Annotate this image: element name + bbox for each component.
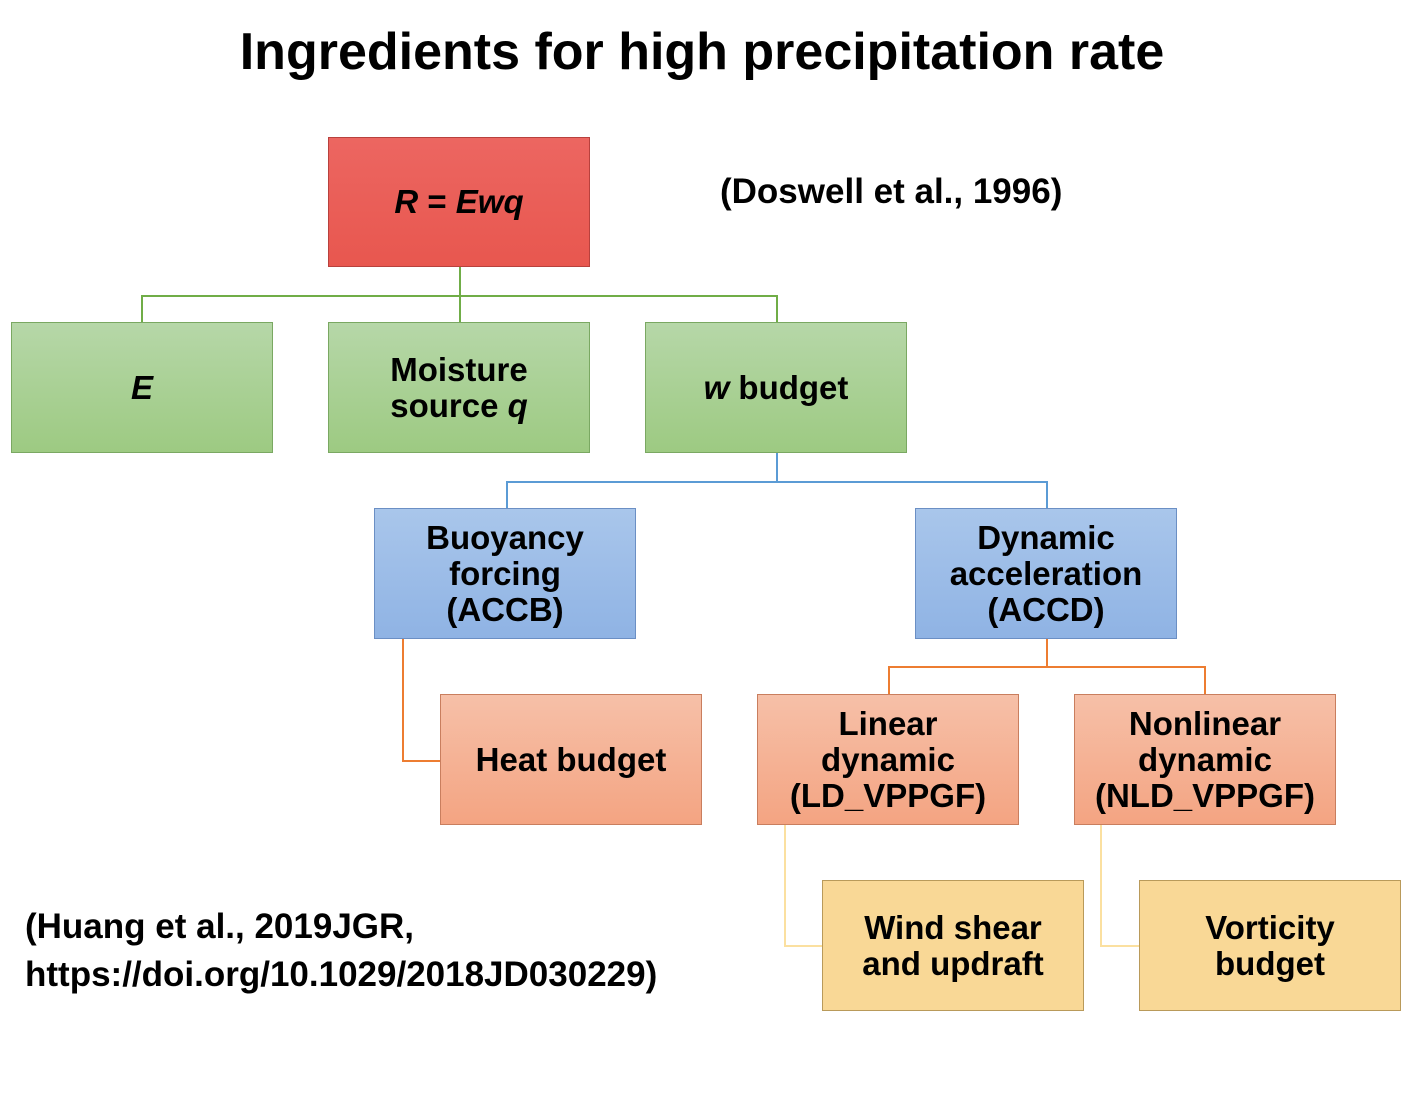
node-heat-budget: Heat budget (440, 694, 702, 825)
var-q: q (507, 386, 528, 424)
node-label: Heat budget (475, 740, 667, 778)
node-root-equation: R = Ewq (328, 137, 590, 267)
green-connectors (141, 267, 778, 322)
node-moisture-source: Moisture source q (328, 322, 590, 453)
citation-huang-line2: https://doi.org/10.1029/2018JD030229) (25, 955, 658, 994)
node-label-line: Linear (838, 704, 938, 742)
blue-connectors (506, 453, 1048, 508)
node-label: budget (729, 368, 849, 406)
node-label-line: acceleration (949, 554, 1143, 592)
node-vorticity-budget: Vorticity budget (1139, 880, 1401, 1011)
node-w-budget: w budget (645, 322, 907, 453)
node-linear-dynamic: Linear dynamic (LD_VPPGF) (757, 694, 1019, 825)
yellow-connectors (784, 825, 1139, 947)
equals: = (418, 183, 456, 220)
orange-connectors (402, 639, 1206, 762)
citation-doswell: (Doswell et al., 1996) (720, 172, 1063, 211)
node-label-line: Wind shear (864, 908, 1042, 946)
node-label-line: dynamic (1138, 740, 1272, 778)
node-label-line: Dynamic (977, 518, 1115, 556)
node-nonlinear-dynamic: Nonlinear dynamic (NLD_VPPGF) (1074, 694, 1336, 825)
node-label-line: and updraft (862, 944, 1044, 982)
node-label-line: Vorticity (1205, 908, 1335, 946)
node-label-line: (LD_VPPGF) (789, 776, 987, 814)
node-label-line: Nonlinear (1128, 704, 1282, 742)
node-E-label: E (130, 368, 153, 406)
node-label-line: budget (1215, 944, 1325, 982)
var-Ewq: Ewq (455, 183, 524, 220)
node-label-line: Buoyancy (426, 518, 584, 556)
node-E: E (11, 322, 273, 453)
var-R: R (394, 183, 419, 220)
node-label-line: forcing (449, 554, 561, 592)
citation-huang-line1: (Huang et al., 2019JGR, (25, 907, 415, 946)
node-label-line: (ACCD) (987, 590, 1105, 628)
node-label-line: (ACCB) (446, 590, 564, 628)
node-buoyancy-forcing: Buoyancy forcing (ACCB) (374, 508, 636, 639)
node-dynamic-acceleration: Dynamic acceleration (ACCD) (915, 508, 1177, 639)
node-label-line: (NLD_VPPGF) (1094, 776, 1315, 814)
page-title: Ingredients for high precipitation rate (239, 23, 1165, 81)
node-label-line: source (390, 386, 508, 424)
node-label-line: Moisture (390, 350, 528, 388)
node-wind-shear-updraft: Wind shear and updraft (822, 880, 1084, 1011)
var-w: w (703, 368, 730, 406)
node-label-line: dynamic (821, 740, 955, 778)
